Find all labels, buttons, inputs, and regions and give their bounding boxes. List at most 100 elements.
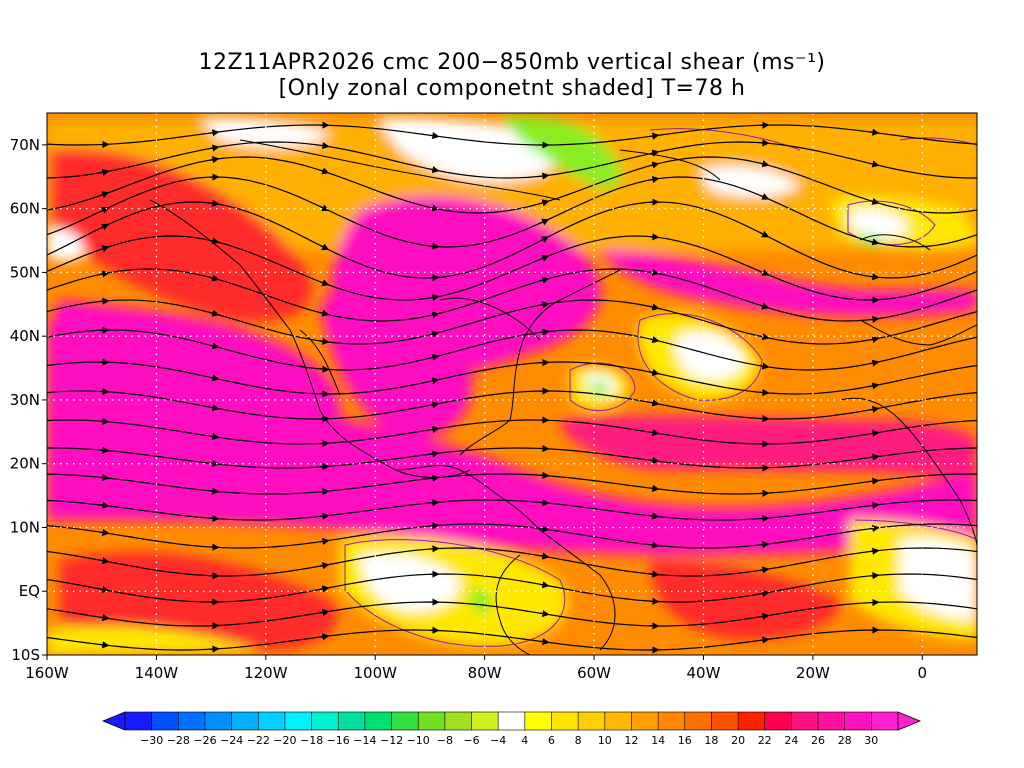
flow-arrow — [539, 499, 550, 507]
flow-arrow — [429, 377, 440, 385]
flow-arrow — [319, 633, 330, 641]
streamline — [47, 201, 977, 279]
streamline — [47, 629, 977, 651]
colorbar-label: −12 — [380, 734, 403, 747]
flow-arrow — [869, 524, 880, 533]
streamline — [47, 419, 977, 445]
shading-blobs — [47, 115, 977, 655]
flow-arrow — [539, 328, 550, 336]
colorbar-label: 4 — [521, 734, 528, 747]
coastline — [439, 297, 541, 341]
shade-region — [50, 148, 312, 322]
flow-arrow — [869, 359, 880, 367]
colorbar-swatch — [151, 711, 179, 731]
shade-region — [47, 380, 977, 555]
colorbar-swatch — [284, 711, 313, 731]
streamline — [47, 523, 977, 549]
colorbar-label: 14 — [651, 734, 665, 747]
flow-arrow — [759, 636, 770, 644]
lat-label: 70N — [10, 136, 40, 154]
flow-arrow — [869, 238, 880, 246]
shade-region — [591, 380, 609, 396]
flow-arrow — [539, 218, 550, 226]
colorbar-swatch — [178, 711, 206, 731]
flow-arrow — [759, 566, 770, 574]
flow-arrow — [319, 488, 330, 496]
colorbar-swatch — [871, 711, 899, 731]
flow-arrow — [539, 610, 550, 618]
colorbar-label: 8 — [575, 734, 582, 747]
flow-arrow — [759, 193, 770, 200]
colorbar-swatch — [631, 711, 659, 731]
flow-arrow — [649, 175, 660, 184]
flow-arrow — [99, 557, 110, 565]
colorbar-label: 20 — [731, 734, 745, 747]
lon-label: 80W — [468, 664, 502, 682]
colorbar-swatch — [204, 711, 233, 731]
flow-arrow — [429, 132, 440, 140]
flow-arrow — [539, 638, 550, 646]
flow-arrow — [209, 309, 220, 317]
colorbar-swatch — [471, 711, 499, 731]
flow-arrow — [209, 274, 220, 282]
flow-arrow — [99, 614, 110, 622]
lat-label: 10S — [11, 646, 40, 664]
colorbar-label: −30 — [140, 734, 163, 747]
flow-arrow — [649, 368, 660, 377]
flow-arrow — [649, 399, 660, 407]
colorbar-swatch — [577, 711, 606, 731]
flow-arrow — [429, 166, 440, 174]
streamline — [47, 473, 977, 495]
lon-label: 140W — [135, 664, 179, 682]
coastline — [859, 319, 977, 346]
colorbar-label: 12 — [624, 734, 638, 747]
colorbar-label: −6 — [463, 734, 479, 747]
colorbar-label: −20 — [273, 734, 296, 747]
colorbar-label: 26 — [811, 734, 825, 747]
flow-arrow — [649, 512, 660, 520]
flow-arrow — [429, 204, 440, 212]
lon-label: 100W — [354, 664, 398, 682]
colorbar-swatch — [257, 711, 286, 731]
coastline — [495, 554, 531, 655]
shade-region — [700, 165, 800, 197]
flow-arrow — [649, 233, 660, 241]
colorbar-swatch — [391, 711, 419, 731]
colorbar-label: −8 — [437, 734, 453, 747]
flow-arrow — [429, 450, 440, 458]
colorbar-swatch — [417, 711, 446, 731]
contour-line — [854, 519, 977, 541]
flow-arrow — [429, 499, 440, 507]
flow-arrow — [319, 512, 330, 520]
flow-arrow — [429, 522, 440, 530]
colorbar-label: 10 — [598, 734, 612, 747]
streamline — [47, 573, 977, 603]
colorbar-label: −10 — [407, 734, 430, 747]
colorbar-swatch — [364, 711, 393, 731]
flow-arrow — [869, 273, 880, 281]
colorbar-swatch — [684, 711, 713, 731]
flow-arrow — [99, 223, 110, 231]
colorbar-swatch — [737, 711, 766, 731]
streamline — [47, 141, 977, 179]
colorbar-label: −28 — [167, 734, 190, 747]
colorbar-swatch — [844, 711, 872, 731]
lat-label: 10N — [10, 518, 40, 536]
colorbar-min-arrow — [101, 711, 126, 731]
flow-arrow — [429, 311, 440, 319]
flow-arrow — [319, 585, 330, 593]
coastlines — [149, 139, 977, 655]
flow-arrow — [649, 541, 660, 549]
flow-arrow — [209, 342, 220, 350]
flow-arrow — [539, 254, 550, 262]
colorbar-swatch — [764, 711, 792, 731]
colorbar-swatch — [124, 711, 153, 731]
colorbar-swatch — [604, 711, 633, 731]
streamline — [47, 268, 977, 322]
flow-arrow — [99, 207, 110, 214]
flow-arrow — [759, 160, 770, 168]
flow-arrow — [99, 245, 110, 253]
flow-arrow — [99, 585, 110, 593]
flow-arrow — [759, 589, 770, 598]
